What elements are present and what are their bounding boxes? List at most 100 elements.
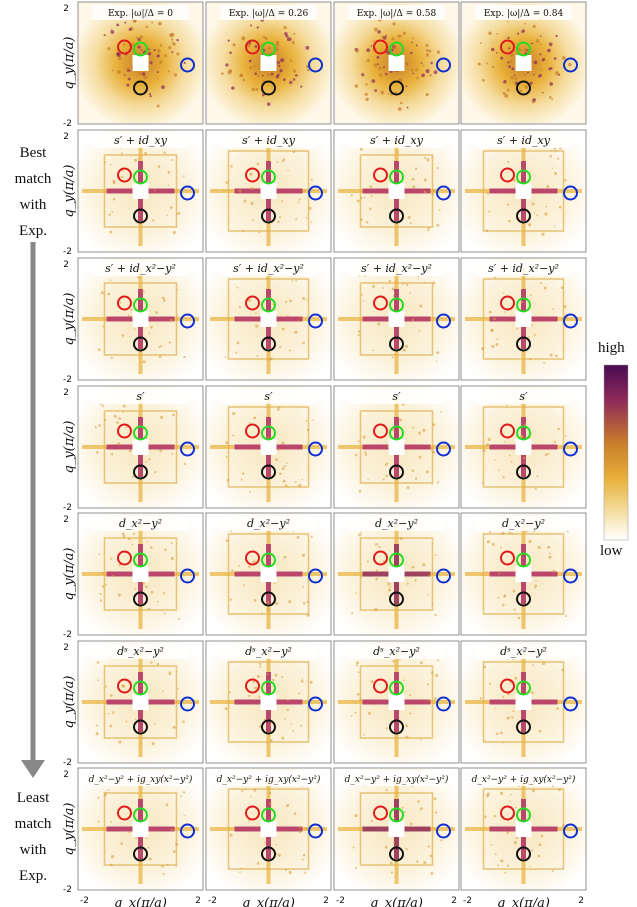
red-marker [373, 39, 388, 55]
y-axis-label: q_y(π/a) [62, 165, 77, 218]
blue-marker [308, 696, 323, 712]
panel-r1-c3: Exp. |ω|/Δ = 0.58 [333, 1, 460, 125]
black-marker [133, 208, 148, 224]
panel-r2-c3: s′ + id_xy [333, 129, 460, 253]
y-tick-max: 2 [63, 388, 69, 398]
x-tick-max: 2 [195, 896, 201, 906]
panel-title: Exp. |ω|/Δ = 0 [108, 9, 173, 19]
green-marker [261, 425, 276, 441]
green-marker [516, 552, 531, 568]
red-marker [500, 550, 515, 566]
panel-title: d_x²−y² [375, 517, 418, 530]
blue-marker [563, 696, 578, 712]
blue-marker [563, 313, 578, 329]
y-axis-label: q_y(π/a) [62, 548, 77, 601]
green-marker [389, 807, 404, 823]
black-marker [389, 336, 404, 352]
y-tick-min: -2 [63, 375, 72, 385]
green-marker [261, 552, 276, 568]
panel-title: d_x²−y² [247, 517, 290, 530]
green-marker [133, 169, 148, 185]
red-marker [245, 678, 260, 694]
y-axis-label: q_y(π/a) [62, 293, 77, 346]
blue-marker [180, 696, 195, 712]
least-match-label: Least match with Exp. [14, 790, 52, 884]
blue-marker [563, 57, 578, 73]
green-marker [389, 169, 404, 185]
panel-title: s′ + id_xy [497, 134, 551, 147]
blue-marker [308, 441, 323, 457]
panel-title: d_x²−y² [502, 517, 545, 530]
red-marker [117, 805, 132, 821]
x-tick-min: -2 [208, 896, 217, 906]
black-marker [261, 208, 276, 224]
black-marker [261, 464, 276, 480]
blue-marker [180, 568, 195, 584]
black-marker [261, 846, 276, 862]
red-marker [117, 39, 132, 55]
black-marker [133, 464, 148, 480]
blue-marker [180, 57, 195, 73]
y-tick-max: 2 [63, 4, 69, 14]
blue-marker [308, 568, 323, 584]
panel-r6-c1: dˢ_x²−y² [77, 640, 204, 764]
panel-title: d_x²−y² + ig_xy(x²−y²) [217, 774, 321, 785]
red-marker [117, 167, 132, 183]
panel-r1-c1: Exp. |ω|/Δ = 0 [77, 1, 204, 125]
red-marker [373, 295, 388, 311]
black-marker [389, 846, 404, 862]
x-axis-label: q_x(π/a) [497, 896, 550, 907]
blue-marker [436, 568, 451, 584]
black-marker [389, 208, 404, 224]
blue-marker [436, 823, 451, 839]
panel-title: d_x²−y² + ig_xy(x²−y²) [472, 774, 576, 785]
green-marker [133, 680, 148, 696]
panel-title: dˢ_x²−y² [117, 645, 164, 658]
panel-title: Exp. |ω|/Δ = 0.84 [484, 9, 564, 19]
panel-r5-c3: d_x²−y² [333, 512, 460, 636]
blue-marker [308, 823, 323, 839]
x-tick-min: -2 [80, 896, 89, 906]
y-tick-max: 2 [63, 132, 69, 142]
black-marker [133, 846, 148, 862]
red-marker [373, 678, 388, 694]
blue-marker [563, 823, 578, 839]
green-marker [516, 680, 531, 696]
x-tick-max: 2 [451, 896, 457, 906]
black-marker [516, 591, 531, 607]
blue-marker [180, 313, 195, 329]
x-axis-label: q_x(π/a) [242, 896, 295, 907]
x-tick-max: 2 [578, 896, 584, 906]
panel-r4-c1: s′ [77, 385, 204, 509]
black-marker [389, 591, 404, 607]
blue-marker [436, 57, 451, 73]
black-marker [516, 846, 531, 862]
panel-r3-c2: s′ + id_x²−y² [205, 257, 332, 381]
panel-title: dˢ_x²−y² [500, 645, 547, 658]
green-marker [261, 297, 276, 313]
panel-r6-c4: dˢ_x²−y² [460, 640, 587, 764]
panel-title: s′ + id_xy [370, 134, 424, 147]
panel-title: s′ [519, 390, 528, 403]
green-marker [261, 41, 276, 57]
red-marker [117, 295, 132, 311]
green-marker [261, 807, 276, 823]
blue-marker [436, 696, 451, 712]
y-tick-min: -2 [63, 630, 72, 640]
x-axis-label: q_x(π/a) [114, 896, 167, 907]
red-marker [117, 423, 132, 439]
red-marker [373, 805, 388, 821]
green-marker [261, 680, 276, 696]
panel-r1-c2: Exp. |ω|/Δ = 0.26 [205, 1, 332, 125]
panel-title: dˢ_x²−y² [373, 645, 420, 658]
panel-r3-c3: s′ + id_x²−y² [333, 257, 460, 381]
x-tick-max: 2 [323, 896, 329, 906]
progression-arrow-head [21, 760, 45, 778]
panel-title: s′ + id_x²−y² [488, 262, 559, 275]
black-marker [389, 464, 404, 480]
green-marker [261, 169, 276, 185]
panel-r3-c4: s′ + id_x²−y² [460, 257, 587, 381]
y-axis-label: q_y(π/a) [62, 37, 77, 90]
green-marker [389, 680, 404, 696]
